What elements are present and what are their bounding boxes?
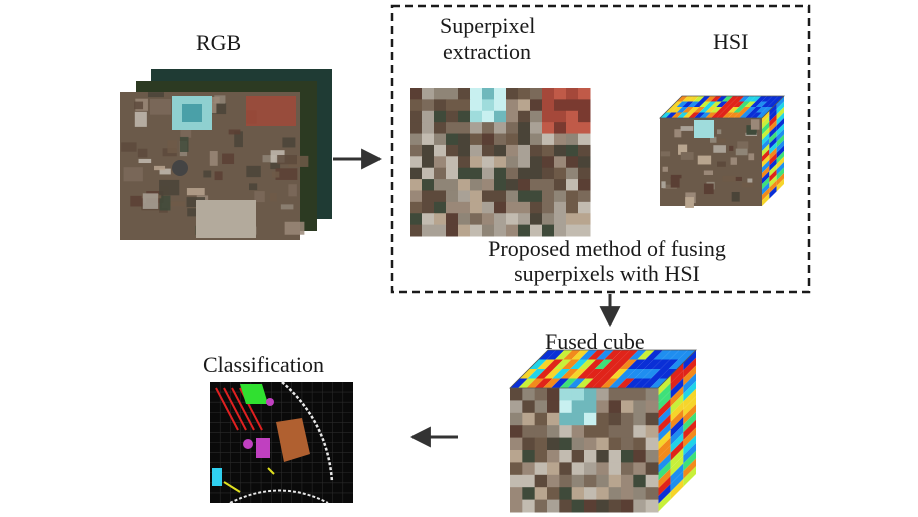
rgb-label: RGB	[196, 30, 242, 55]
fused-cube-label: Fused cube	[545, 329, 645, 354]
hsi-cube	[659, 95, 785, 208]
classification-label: Classification	[203, 352, 324, 377]
cube-front-face	[660, 118, 762, 208]
proposed-method-box	[390, 4, 811, 294]
method-label-line2: superpixels with HSI	[514, 261, 700, 286]
superpixel-image	[410, 88, 591, 237]
superpixel-label-line1: Superpixel	[440, 13, 536, 38]
hsi-label: HSI	[713, 29, 749, 54]
method-label-line1: Proposed method of fusing	[488, 236, 726, 261]
classification-map	[210, 381, 353, 504]
cube-top-face	[660, 96, 784, 118]
cube-front-face	[510, 388, 659, 513]
rgb-image-stack	[120, 69, 332, 240]
cube-side-face	[658, 350, 696, 512]
cube-side-face	[762, 96, 784, 206]
fused-cube	[509, 349, 697, 513]
cube-top-face	[510, 350, 696, 388]
superpixel-label-line2: extraction	[443, 39, 531, 64]
